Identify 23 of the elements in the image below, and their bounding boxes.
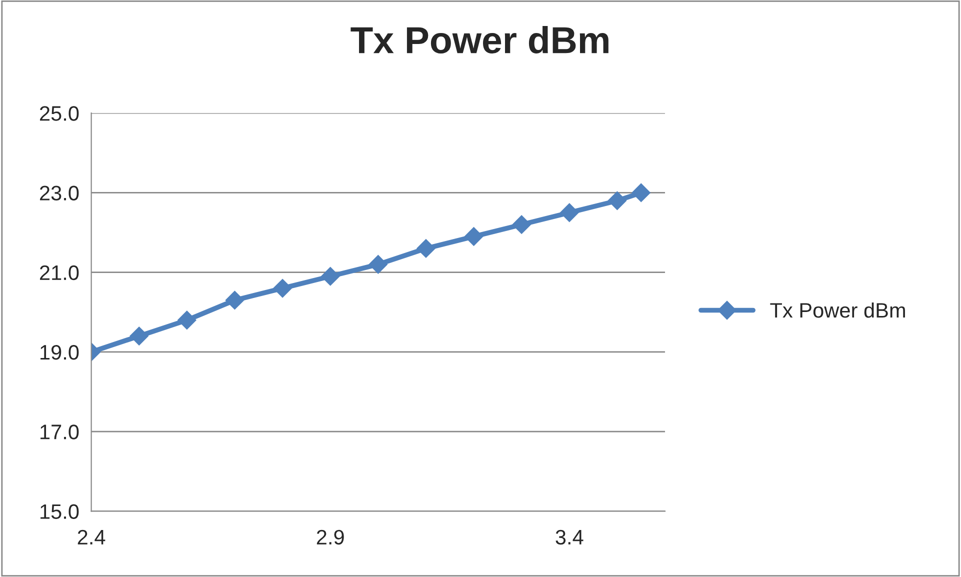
y-tick-label: 19.0 (40, 344, 79, 360)
point (368, 255, 388, 274)
point (320, 266, 340, 286)
y-tick-label: 25.0 (40, 106, 79, 121)
x-tick-label: 3.4 (556, 530, 584, 545)
point (130, 326, 148, 346)
y-tick-label: 21.0 (40, 265, 79, 280)
chart-title: Tx Power dBm (350, 26, 608, 54)
point (632, 183, 650, 202)
y-tick-label: 23.0 (40, 186, 79, 200)
point (560, 203, 579, 222)
point (416, 239, 436, 258)
legend-label: Tx Power dBm (770, 302, 905, 318)
y-tick-label: 15.0 (40, 504, 79, 519)
point (512, 215, 531, 234)
point (608, 191, 627, 210)
point (178, 310, 196, 330)
point (225, 290, 244, 310)
y-tick-label: 17.0 (40, 424, 79, 440)
x-tick-label: 2.4 (78, 530, 106, 544)
point (273, 278, 292, 298)
x-tick-label: 2.9 (316, 530, 344, 545)
point (464, 227, 484, 246)
